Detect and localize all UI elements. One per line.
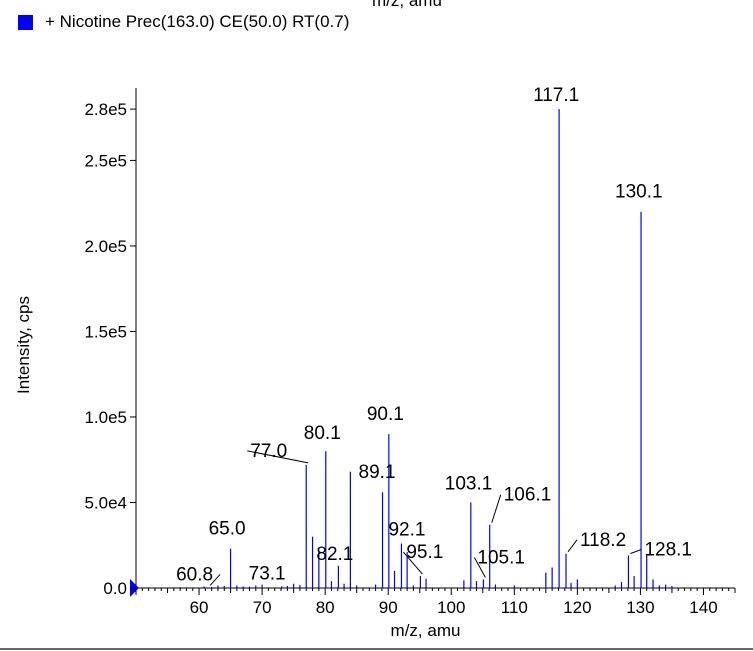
x-axis-label: m/z, amu: [391, 621, 461, 640]
peak-label: 80.1: [304, 423, 341, 444]
cut-off-axis-label: m/z, amu: [372, 0, 442, 10]
y-tick-label: 0.0: [103, 579, 127, 598]
peak-label: 105.1: [477, 547, 525, 568]
x-tick-label: 140: [689, 598, 717, 617]
peak-label-leader: [247, 450, 309, 464]
x-tick-label: 80: [316, 598, 335, 617]
y-tick-label: 1.5e5: [84, 322, 127, 341]
x-tick-label: 110: [501, 598, 528, 617]
peak-label: 82.1: [316, 544, 353, 565]
peak-label-leader: [491, 494, 502, 523]
peak-label: 106.1: [504, 485, 552, 506]
x-tick-label: 100: [437, 598, 465, 617]
peak-label: 90.1: [367, 404, 404, 425]
x-tick-label: 120: [563, 598, 591, 617]
y-tick-label: 1.0e5: [84, 408, 127, 427]
peak-label: 89.1: [359, 462, 396, 483]
y-tick-label: 5.0e4: [84, 493, 127, 512]
y-tick-label: 2.8e5: [84, 100, 127, 119]
x-tick-label: 90: [379, 598, 398, 617]
peak-label-leader: [402, 551, 423, 575]
y-axis-label: Intensity, cps: [14, 296, 33, 394]
peak-label: 60.8: [176, 564, 213, 585]
peak-label: 73.1: [249, 563, 286, 584]
x-tick-label: 70: [253, 598, 272, 617]
peak-label: 130.1: [615, 182, 663, 203]
peak-label-leader: [209, 574, 221, 586]
peak-label-leader: [473, 557, 486, 578]
peak-label: 118.2: [580, 530, 626, 551]
peak-label-leader: [630, 549, 642, 554]
peak-label: 95.1: [406, 542, 443, 563]
legend: + Nicotine Prec(163.0) CE(50.0) RT(0.7): [18, 12, 349, 32]
peak-label: 117.1: [533, 85, 579, 106]
peak-label: 77.0: [250, 441, 287, 462]
peak-label: 128.1: [644, 540, 692, 561]
peak-label: 92.1: [388, 520, 425, 541]
peak-label: 65.0: [209, 519, 246, 540]
legend-label: + Nicotine Prec(163.0) CE(50.0) RT(0.7): [45, 12, 350, 31]
peak-label-leader: [567, 539, 578, 553]
legend-swatch: [18, 14, 33, 30]
peak-label: 103.1: [445, 473, 493, 494]
bottom-divider: [0, 648, 753, 650]
x-tick-label: 130: [626, 598, 654, 617]
y-tick-label: 2.0e5: [84, 237, 127, 256]
x-tick-label: 60: [190, 598, 209, 617]
y-tick-label: 2.5e5: [84, 151, 127, 170]
